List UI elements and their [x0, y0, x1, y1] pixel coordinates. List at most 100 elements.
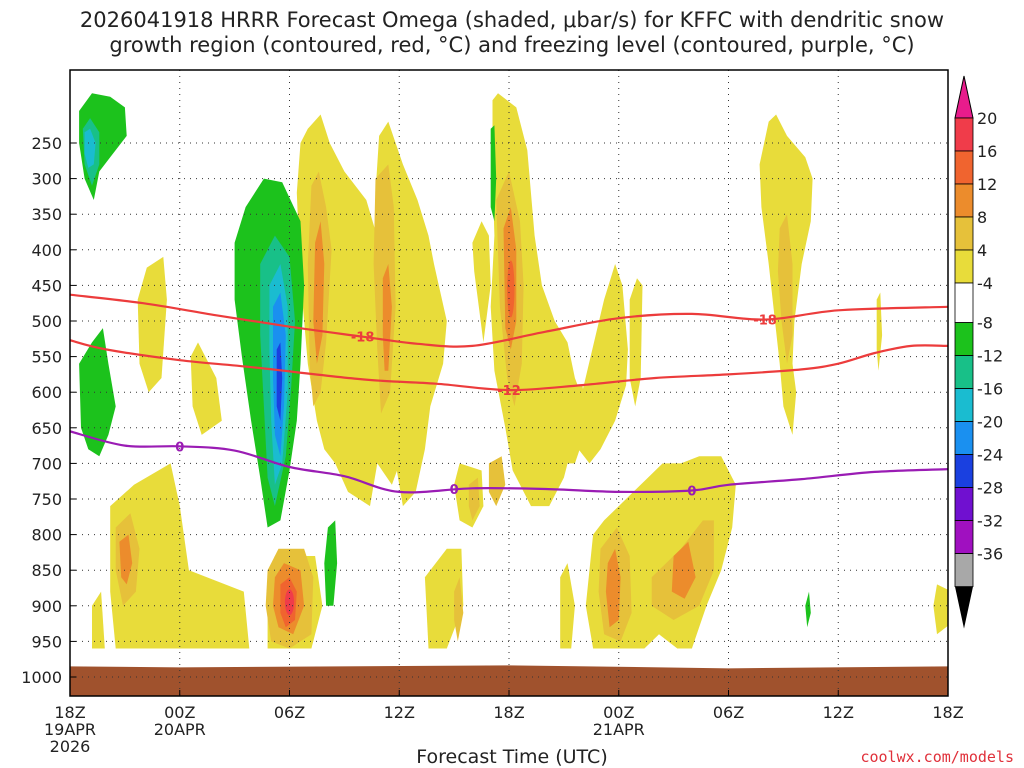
colorbar-label: 8 [977, 208, 987, 227]
x-tick-label: 06Z [274, 703, 305, 722]
colorbar-bin [954, 216, 974, 251]
title-line-2: growth region (contoured, red, °C) and f… [109, 33, 915, 57]
colorbar-bin [954, 282, 974, 323]
x-tick-label: 12Z [384, 703, 415, 722]
y-tick-label: 750 [31, 490, 62, 509]
colorbar-bin [954, 150, 974, 185]
omega-region-ascent [324, 520, 338, 606]
omega-region-ascent [84, 128, 96, 168]
x-tick-label: 18Z [54, 703, 85, 722]
colorbar-top-arrow [954, 75, 974, 119]
omega-region-descent [933, 584, 948, 635]
y-tick-label: 550 [31, 348, 62, 367]
omega-region-ascent [79, 328, 116, 457]
colorbar-label: -4 [977, 274, 993, 293]
colorbar-label: -12 [977, 347, 1003, 366]
contour-line [70, 430, 948, 494]
colorbar-label: -32 [977, 512, 1003, 531]
y-tick-label: 900 [31, 597, 62, 616]
x-tick-label: 19APR [44, 720, 96, 739]
x-axis-label: Forecast Time (UTC) [416, 746, 608, 768]
y-tick-label: 600 [31, 383, 62, 402]
x-tick-label: 18Z [493, 703, 524, 722]
omega-core-descent [119, 534, 133, 585]
omega-region-descent [110, 463, 250, 649]
contour-label: 0 [687, 484, 696, 499]
x-tick-label: 20APR [154, 720, 206, 739]
y-tick-label: 300 [31, 170, 62, 189]
colorbar-bin [954, 322, 974, 357]
colorbar-bin [954, 454, 974, 489]
omega-core-descent [382, 264, 392, 371]
colorbar-bin [954, 520, 974, 554]
y-tick-label: 800 [31, 526, 62, 545]
contour-label: -18 [753, 314, 777, 329]
omega-core-descent [454, 577, 464, 642]
colorbar-bin [954, 117, 974, 152]
y-tick-label: 950 [31, 632, 62, 651]
contour-label: 0 [175, 440, 184, 455]
omega-core-descent [488, 456, 506, 507]
colorbar-label: -16 [977, 380, 1003, 399]
y-tick-label: 650 [31, 419, 62, 438]
omega-core-descent [605, 548, 621, 628]
omega-peak-descent [507, 260, 515, 318]
y-tick-label: 700 [31, 454, 62, 473]
colorbar-label: -36 [977, 545, 1003, 564]
omega-shading [79, 93, 948, 649]
x-tick-label: 2026 [50, 737, 91, 756]
colorbar-bin [954, 249, 974, 284]
x-tick-label: 18Z [932, 703, 963, 722]
y-tick-label: 500 [31, 312, 62, 331]
colorbar-label: 12 [977, 175, 997, 194]
omega-region-descent [190, 342, 222, 435]
colorbar-label: 4 [977, 241, 987, 260]
colorbar-bin [954, 553, 974, 587]
omega-region-descent [629, 278, 643, 407]
omega-region-descent [472, 221, 491, 343]
y-tick-label: 1000 [21, 668, 62, 687]
omega-region-ascent [490, 125, 497, 222]
contour-label: -18 [351, 331, 375, 346]
omega-peak-descent [284, 589, 295, 616]
colorbar-bin [954, 421, 974, 456]
colorbar: 20 16 12 8 4 -4 -8 -12 -16 -20 -24 -28 -32 -36 [954, 75, 1003, 629]
contour-line [70, 293, 948, 348]
omega-region-descent [876, 292, 883, 371]
x-tick-label: 12Z [823, 703, 854, 722]
colorbar-bin [954, 183, 974, 218]
x-tick-label: 00Z [603, 703, 634, 722]
contour-label: 0 [450, 483, 459, 498]
y-tick-label: 450 [31, 276, 62, 295]
colorbar-label: -28 [977, 479, 1003, 498]
contour-lines: -12 -18 -18 0 0 0 [70, 293, 948, 499]
y-axis-ticks: 250 300 350 400 450 500 550 600 650 700 750 800 850 9… [21, 134, 76, 687]
x-tick-label: 00Z [164, 703, 195, 722]
omega-region-descent [137, 256, 167, 393]
chart-title: 2026041918 HRRR Forecast Omega (shaded, … [0, 8, 1024, 58]
omega-region-descent [574, 264, 628, 464]
y-tick-label: 350 [31, 205, 62, 224]
contour-label: -12 [497, 384, 521, 399]
colorbar-label: -24 [977, 446, 1003, 465]
colorbar-label: 16 [977, 142, 997, 161]
colorbar-bin [954, 388, 974, 423]
colorbar-bin [954, 355, 974, 390]
omega-region-ascent [805, 591, 811, 628]
y-tick-label: 400 [31, 241, 62, 260]
omega-region-ascent [276, 342, 283, 421]
watermark: coolwx.com/models [860, 748, 1014, 766]
colorbar-label: 20 [977, 109, 997, 128]
omega-region-descent [92, 591, 105, 649]
colorbar-bottom-arrow [955, 586, 973, 629]
colorbar-label: -20 [977, 413, 1003, 432]
omega-region-descent [560, 563, 575, 649]
y-tick-label: 850 [31, 561, 62, 580]
omega-core-descent [671, 541, 696, 599]
x-tick-label: 06Z [713, 703, 744, 722]
x-tick-label: 21APR [593, 720, 645, 739]
omega-region-descent [424, 548, 464, 649]
omega-core-descent [313, 221, 325, 364]
